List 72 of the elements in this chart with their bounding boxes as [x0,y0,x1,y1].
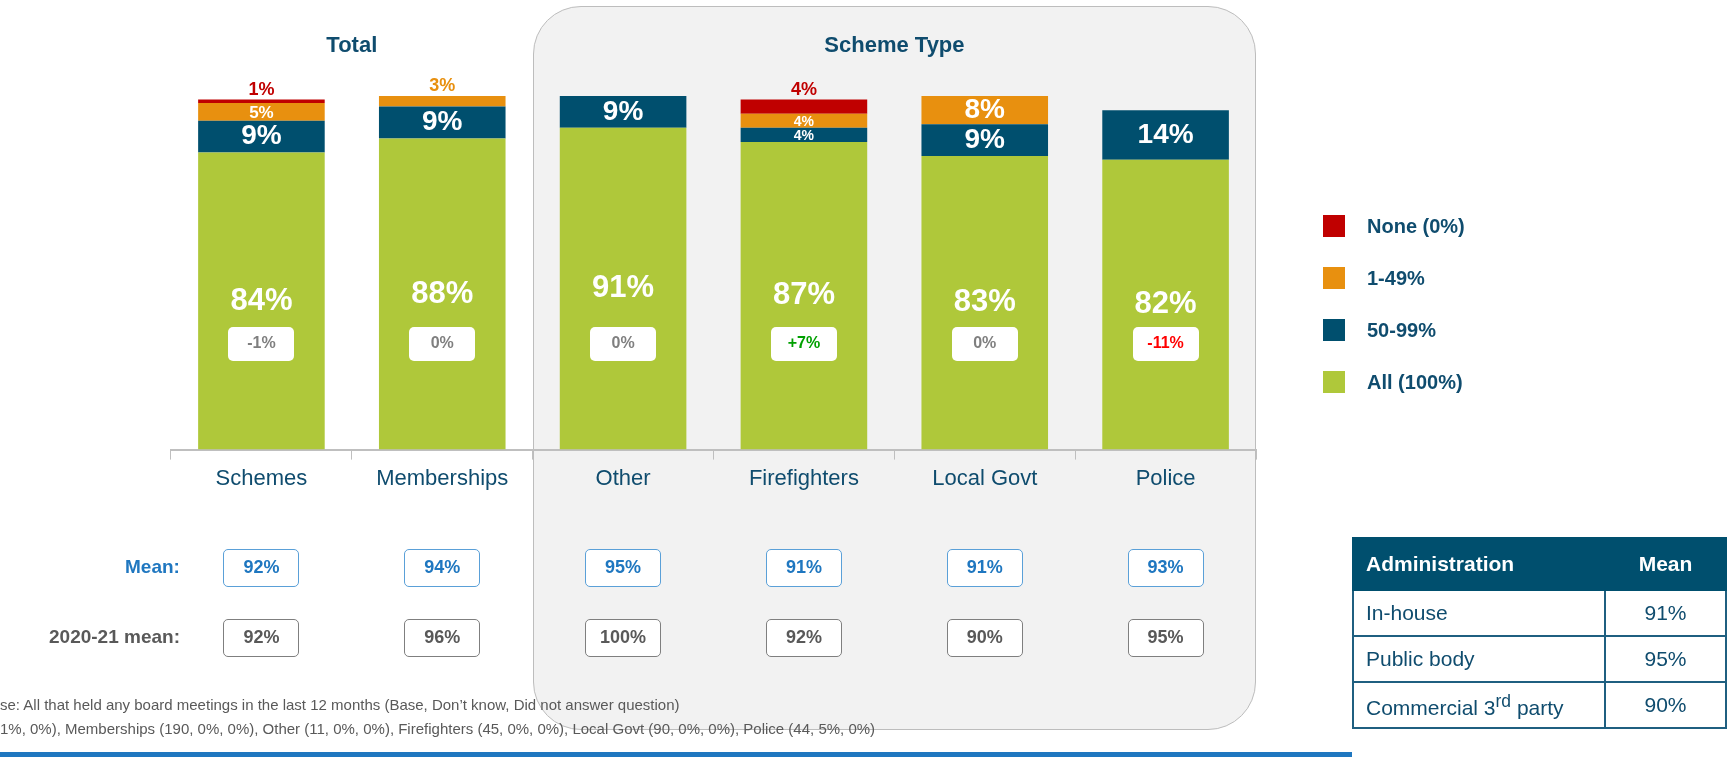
bar [378,138,506,450]
legend-label: None (0%) [1367,214,1465,238]
text: 2020-21 mean: [49,626,180,648]
data-label: 9% [964,122,1006,154]
data-label: 9% [422,105,463,137]
text: 92% [223,619,300,657]
x-tick-label: Police [1135,464,1196,490]
annotation: 0% [951,327,1018,361]
data-label: 91% [592,269,655,305]
data-label: 3% [429,74,456,95]
bar [1102,110,1229,160]
bar [740,141,868,450]
text: 92% [765,619,842,657]
text: 90% [946,619,1023,657]
data-label: 4% [790,78,817,99]
text: Commercial 3$^{rd}$ party [1353,682,1605,728]
bar [740,99,868,114]
legend-label: 50-99% [1367,318,1436,342]
text: 91% [1605,590,1726,636]
text: Mean: [125,556,180,578]
text: Mean [1605,538,1726,590]
legend-label: 1-49% [1367,266,1425,290]
bar [378,96,506,107]
text: 91% [765,549,842,587]
bar [740,113,868,128]
data-label: 4% [793,112,815,129]
text: Administration [1353,538,1605,590]
bar [740,127,868,142]
text: Total [326,32,378,58]
text: se: All that held any board meetings in the last 12 months (Base, Don’t know, Did not answer question) [0,696,680,713]
bar [1102,159,1229,450]
text: 95% [1605,636,1726,682]
bar [198,152,325,450]
x-tick-label: Firefighters [748,464,859,490]
data-label: 5% [249,102,274,122]
annotation: 0% [409,327,476,361]
data-label: 84% [230,281,293,317]
annotation: -1% [228,327,295,361]
text: 96% [404,619,481,657]
annotation: 0% [590,327,657,361]
data-label: 4% [793,126,815,143]
text: 95% [1127,619,1204,657]
bar [921,156,1049,450]
text: 95% [585,549,662,587]
bar [559,127,687,450]
text: 100% [585,619,662,657]
data-label: 9% [602,94,644,126]
x-tick-label: Local Govt [932,464,1038,490]
data-label: 83% [953,283,1016,319]
data-label: 8% [964,92,1006,124]
bar [198,103,325,121]
data-label: 14% [1137,117,1194,149]
annotation: -11% [1132,327,1199,361]
text: 1%, 0%), Memberships (190, 0%, 0%), Other (11, 0%, 0%), Firefighters (45, 0%, 0%), Local Govt (90, 0%, 0%), Police (44, 5%, 0%) [0,720,876,737]
data-label: 87% [772,276,835,312]
text: Public body [1353,636,1605,682]
data-label: 88% [411,274,474,310]
x-tick-label: Memberships [376,464,509,490]
text: 92% [223,549,300,587]
x-tick-label: Other [595,464,651,490]
data-label: 1% [248,78,275,99]
data-label: 9% [241,119,282,151]
legend-label: All (100%) [1367,370,1463,394]
text: 91% [946,549,1023,587]
data-label: 82% [1134,285,1197,321]
band-label: Scheme Type [824,32,965,58]
text: 90% [1605,682,1726,728]
text: In-house [1353,590,1605,636]
text: 94% [404,549,481,587]
x-tick-label: Schemes [215,464,308,490]
annotation: +7% [770,327,837,361]
text: 93% [1127,549,1204,587]
